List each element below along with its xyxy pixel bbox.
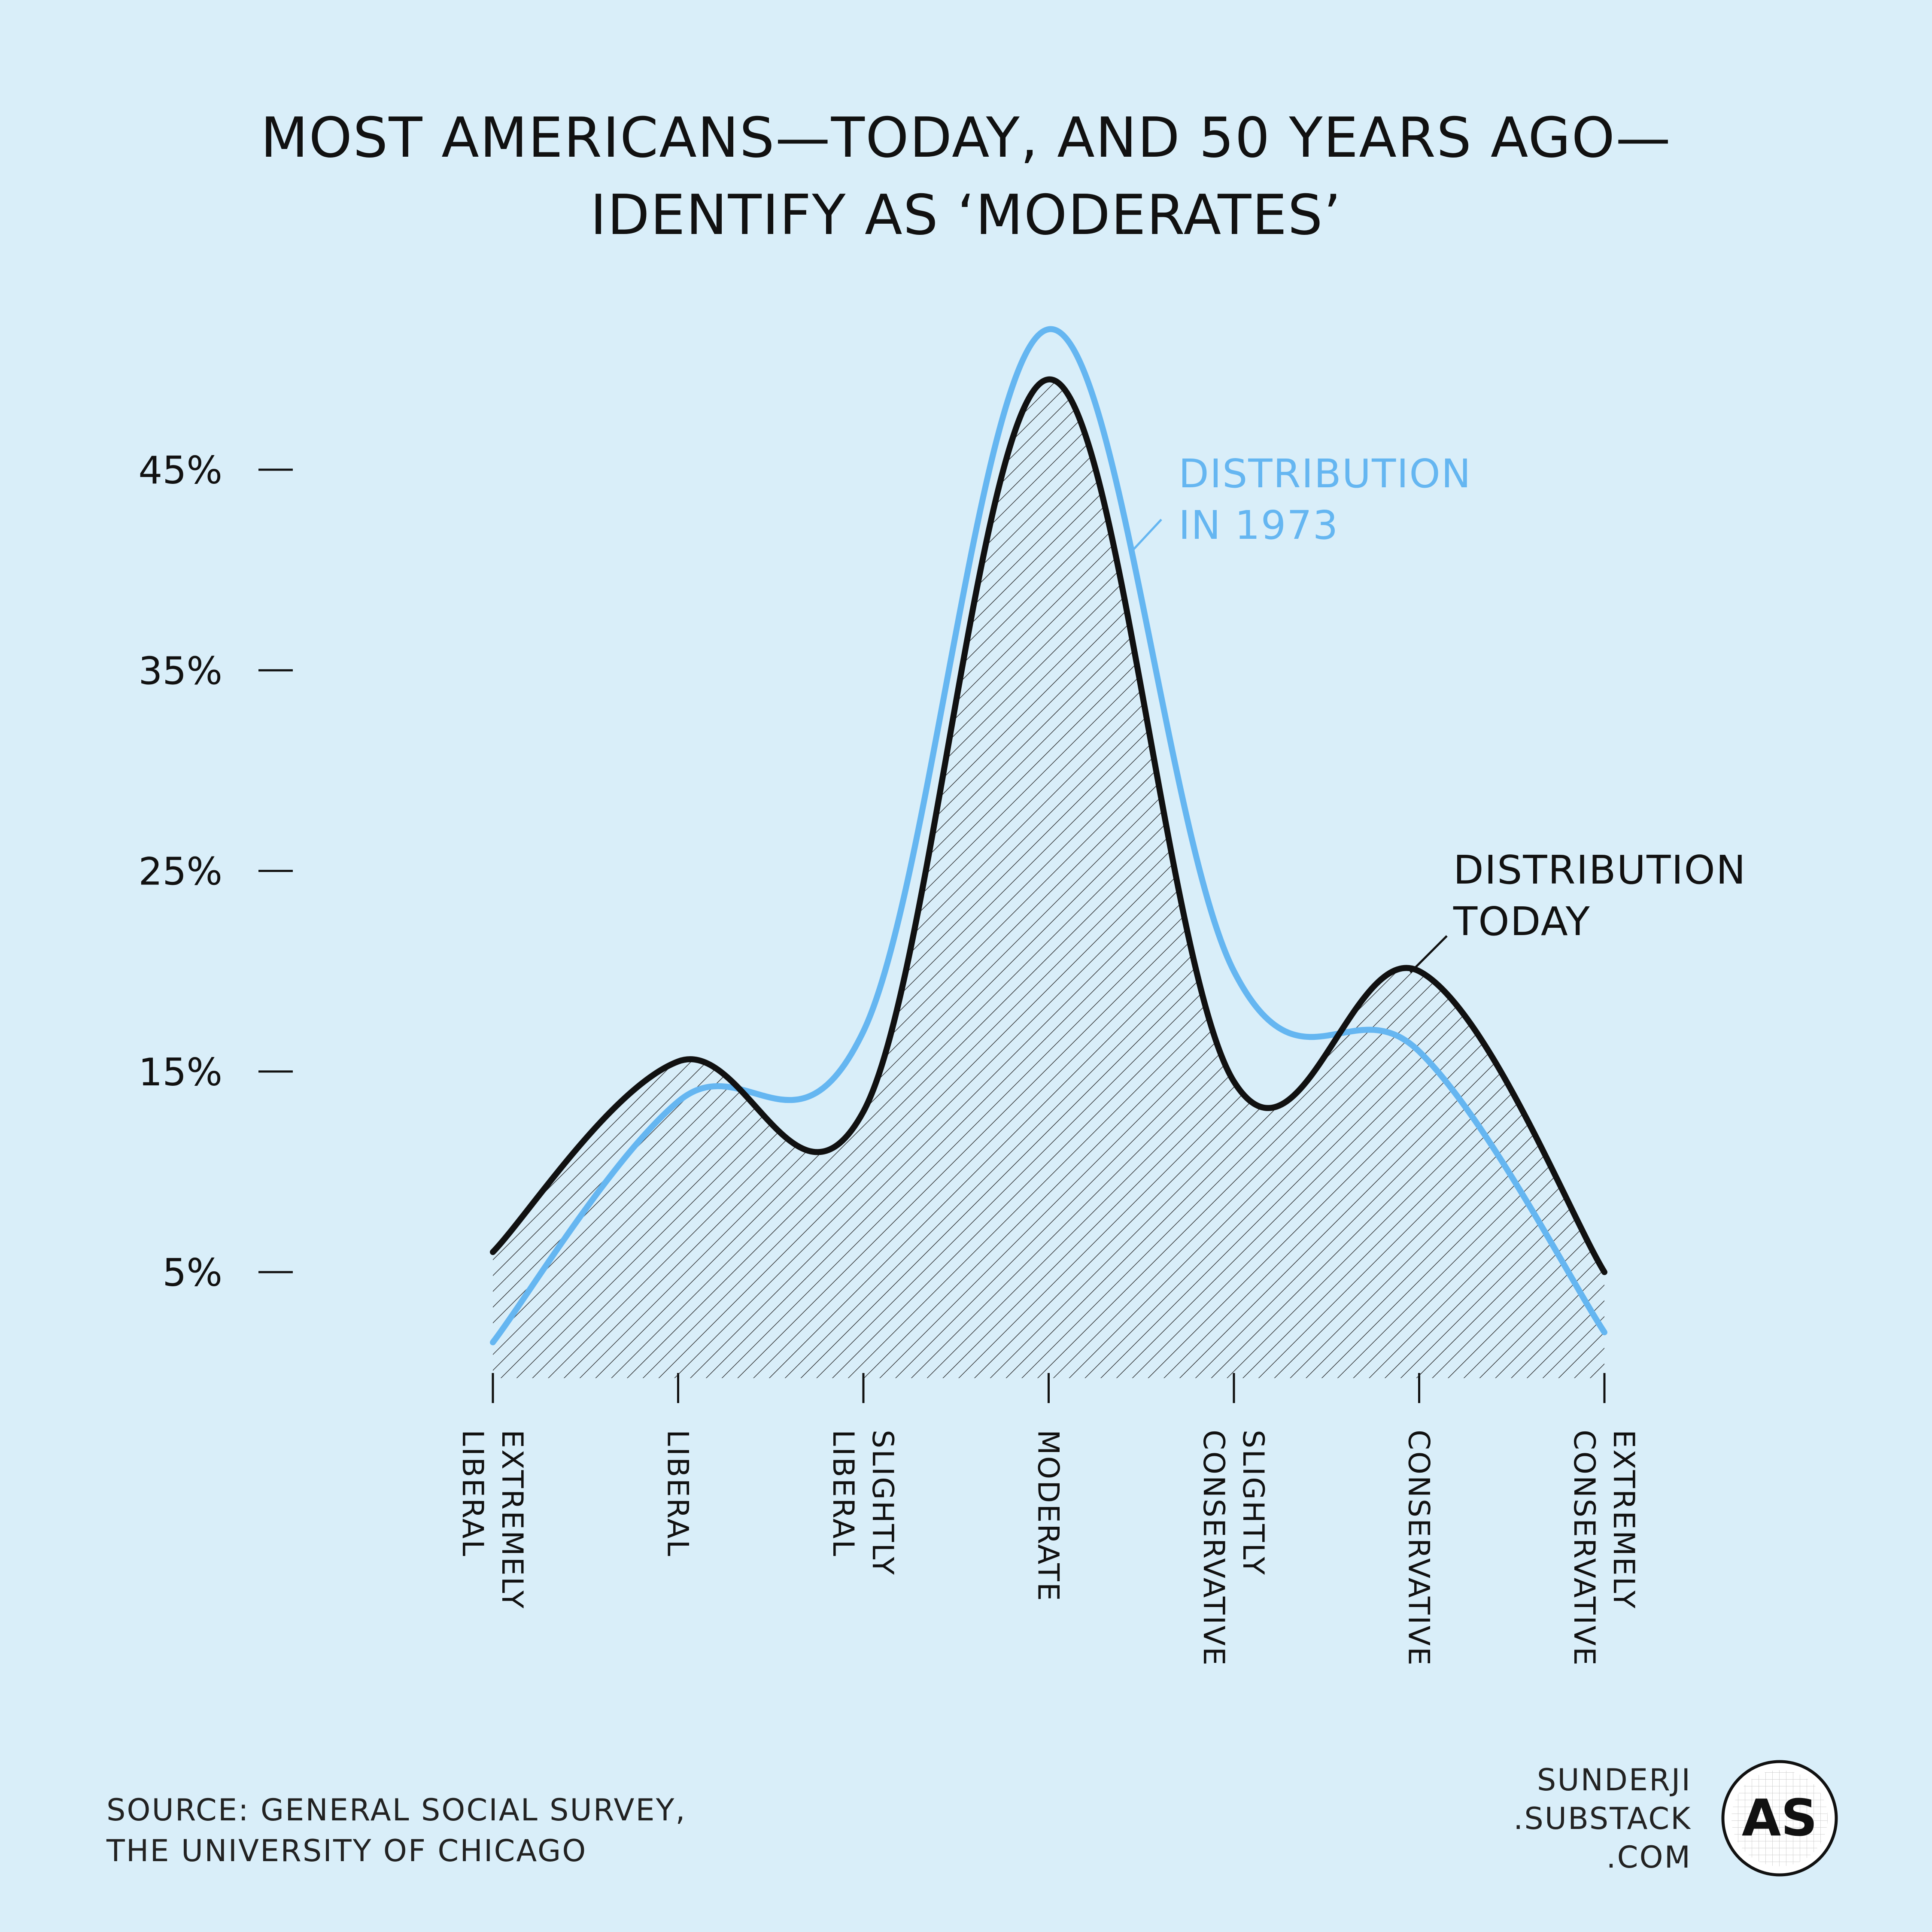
x-tick-label: EXTREMELY [495, 1430, 529, 1610]
x-tick-label: LIBERAL [456, 1430, 489, 1557]
source-line-1: SOURCE: GENERAL SOCIAL SURVEY, [106, 1792, 687, 1828]
annotation-layer: DISTRIBUTION IN 1973 DISTRIBUTION TODAY [1132, 451, 1747, 973]
x-tick-label: CONSERVATIVE [1402, 1430, 1436, 1667]
x-tick-label: SLIGHTLY [866, 1430, 899, 1576]
x-tick-label: LIBERAL [661, 1430, 695, 1557]
series-line-1973 [490, 326, 1607, 1346]
y-axis: 5% 15% 25% 35% 45% [138, 448, 293, 1295]
chart-title-line-1: MOST AMERICANS—TODAY, AND 50 YEARS AGO— [261, 106, 1671, 170]
x-tick-label: EXTREMELY [1607, 1430, 1640, 1610]
y-tick-label: 5% [162, 1251, 222, 1295]
x-tick-label: MODERATE [1031, 1430, 1065, 1602]
source-line-2: THE UNIVERSITY OF CHICAGO [106, 1833, 587, 1868]
annotation-label-1973: DISTRIBUTION [1179, 451, 1472, 497]
x-tick-label: SLIGHTLY [1236, 1430, 1270, 1576]
chart-title-line-2: IDENTIFY AS ‘MODERATES’ [590, 183, 1342, 247]
brand-logo: AS [1721, 1760, 1838, 1877]
annotation-label-1973: IN 1973 [1179, 502, 1339, 548]
x-tick-label: CONSERVATIVE [1567, 1430, 1601, 1667]
series-line-today [490, 376, 1607, 1275]
annotation-label-today: DISTRIBUTION [1453, 847, 1747, 893]
annotation-leader-today [1410, 935, 1448, 973]
annotation-leader-1973 [1132, 519, 1162, 551]
annotation-label-today: TODAY [1453, 899, 1591, 945]
series-area-today [493, 379, 1604, 1378]
series-layer [490, 326, 1607, 1378]
brand-line-2: .SUBSTACK [1513, 1801, 1692, 1836]
x-tick-label: CONSERVATIVE [1197, 1430, 1230, 1667]
x-tick-label: LIBERAL [826, 1430, 860, 1557]
brand-line-1: SUNDERJI [1537, 1762, 1692, 1798]
y-tick-label: 45% [138, 448, 222, 492]
brand-line-3: .COM [1606, 1840, 1692, 1875]
y-tick-label: 15% [138, 1050, 222, 1094]
y-tick-label: 25% [138, 850, 222, 894]
brand-logo-text: AS [1742, 1788, 1817, 1847]
y-tick-label: 35% [138, 649, 222, 693]
